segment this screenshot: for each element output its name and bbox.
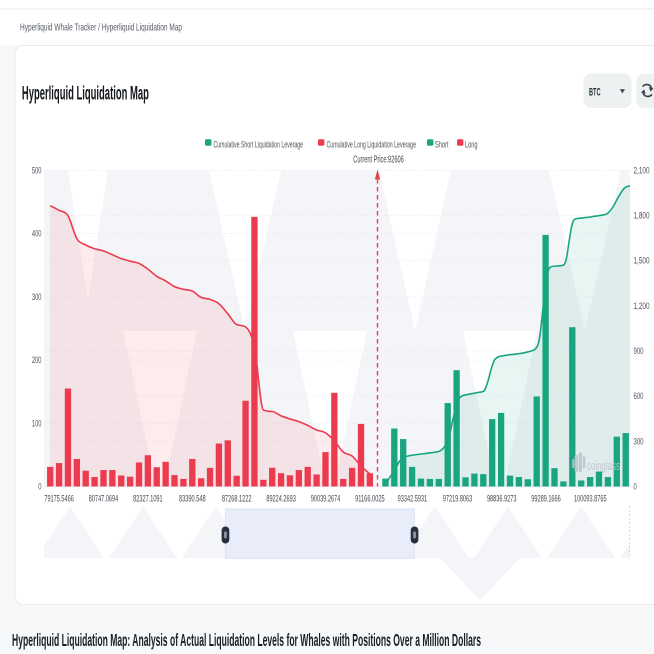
svg-text:300: 300: [634, 436, 644, 446]
svg-text:Current Price:92606: Current Price:92606: [353, 155, 404, 166]
svg-text:1,800: 1,800: [634, 211, 650, 221]
svg-text:91166.0025: 91166.0025: [355, 494, 385, 505]
svg-text:400: 400: [32, 229, 42, 239]
svg-text:82327.1091: 82327.1091: [133, 494, 163, 505]
svg-text:79175.5466: 79175.5466: [44, 494, 74, 505]
svg-text:200: 200: [32, 355, 42, 365]
svg-text:99289.1666: 99289.1666: [531, 494, 561, 505]
svg-text:98836.9273: 98836.9273: [487, 494, 517, 505]
svg-text:93342.5931: 93342.5931: [398, 494, 428, 505]
svg-text:Hyperliquid Liquidation Map: Hyperliquid Liquidation Map: [22, 83, 149, 104]
svg-text:600: 600: [634, 391, 644, 401]
svg-text:1,200: 1,200: [634, 301, 650, 311]
svg-text:100093.8765: 100093.8765: [574, 494, 607, 505]
svg-text:Short: Short: [435, 140, 449, 151]
svg-text:coinglass: coinglass: [587, 459, 620, 473]
svg-text:BTC: BTC: [589, 87, 601, 99]
svg-text:Cumulative Short Liquidation L: Cumulative Short Liquidation Leverage: [214, 140, 304, 151]
svg-text:Long: Long: [465, 140, 478, 151]
svg-text:100: 100: [32, 418, 42, 428]
svg-text:300: 300: [32, 292, 42, 302]
svg-text:0: 0: [634, 482, 637, 492]
svg-text:89224.2693: 89224.2693: [266, 494, 296, 505]
svg-text:97219.8063: 97219.8063: [443, 494, 473, 505]
svg-text:Hyperliquid Whale Tracker / Hy: Hyperliquid Whale Tracker / Hyperliquid …: [20, 22, 182, 34]
svg-text:83390.548: 83390.548: [179, 494, 206, 505]
svg-text:2,100: 2,100: [634, 165, 650, 175]
svg-text:Cumulative Long Liquidation Le: Cumulative Long Liquidation Leverage: [327, 140, 417, 151]
svg-text:0: 0: [38, 482, 41, 492]
svg-text:87268.1222: 87268.1222: [222, 494, 252, 505]
svg-text:1,500: 1,500: [634, 256, 650, 266]
svg-text:80747.0694: 80747.0694: [89, 494, 119, 505]
svg-text:900: 900: [634, 346, 644, 356]
svg-text:Hyperliquid Liquidation Map: A: Hyperliquid Liquidation Map: Analysis of…: [12, 630, 481, 650]
svg-text:500: 500: [32, 165, 42, 175]
svg-text:90039.2674: 90039.2674: [311, 494, 341, 505]
